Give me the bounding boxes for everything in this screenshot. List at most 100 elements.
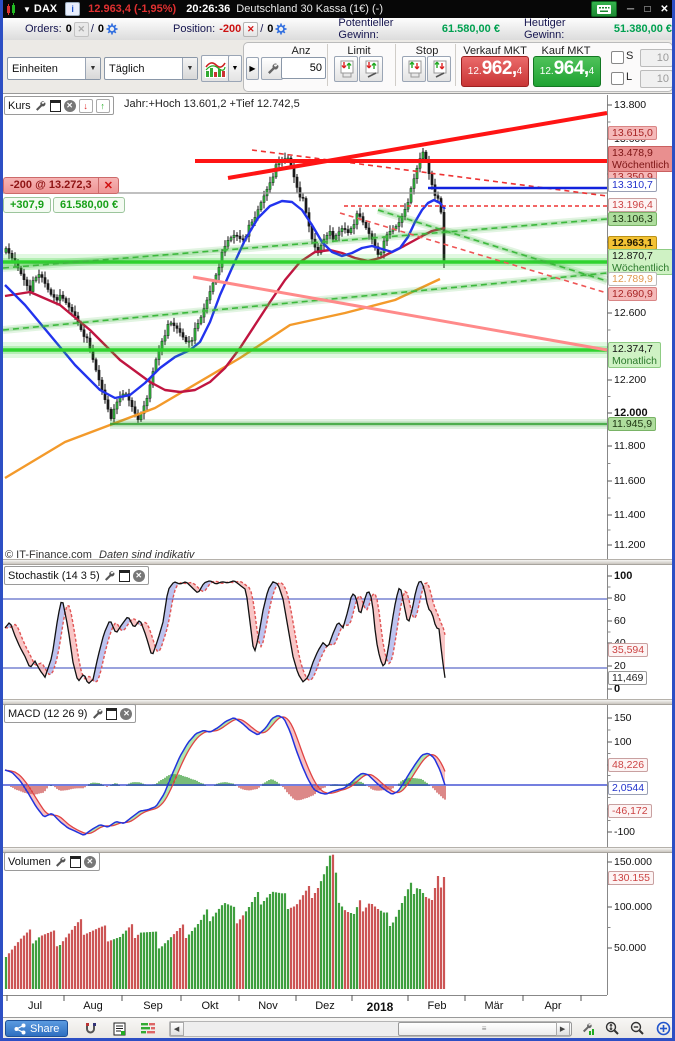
x-axis-label: Sep xyxy=(143,1000,163,1012)
sell-arrow-icon[interactable]: ↓ xyxy=(78,98,93,113)
wrench-icon[interactable] xyxy=(54,855,67,868)
pnl-value: 61.580,00 € xyxy=(52,197,126,213)
order-settings-wrench-icon[interactable] xyxy=(261,57,283,80)
panel-separator[interactable] xyxy=(3,559,672,565)
panel-separator[interactable] xyxy=(3,699,672,705)
minimize-button[interactable]: ─ xyxy=(626,3,635,15)
x-axis-label: Dez xyxy=(315,1000,335,1012)
stoch-panel-title: Stochastik (14 3 5) xyxy=(8,569,100,582)
symbol-dropdown-arrow-icon[interactable]: ▼ xyxy=(23,4,31,14)
stop-label: Stop xyxy=(415,45,439,57)
close-panel-icon[interactable]: ✕ xyxy=(120,707,133,720)
position-size: -200 xyxy=(219,23,242,35)
close-position-icon[interactable]: ✕ xyxy=(243,21,259,37)
toolbar: Einheiten ▼ Täglich ▼ ▼ ▶ Anz 50 Limit S… xyxy=(3,40,673,94)
macd-axis-badge: -46,172 xyxy=(608,804,652,818)
news-notes-icon[interactable] xyxy=(112,1021,127,1036)
position-count-2: 0 xyxy=(267,23,274,35)
volume-tick-label: 150.000 xyxy=(614,856,652,868)
detach-window-icon[interactable] xyxy=(118,569,130,582)
detach-window-icon[interactable] xyxy=(106,707,118,720)
stoch-tick-label: 60 xyxy=(614,615,626,627)
volume-panel-header: Volumen ✕ xyxy=(4,852,100,871)
price-axis-badge: 13.106,3 xyxy=(608,212,657,226)
limit-distance-input[interactable]: 10 xyxy=(640,70,673,88)
sell-market-button[interactable]: 12. 962, 4 xyxy=(461,56,529,87)
zoom-vertical-icon[interactable] xyxy=(604,1021,621,1037)
chart-style-dropdown-arrow[interactable]: ▼ xyxy=(228,55,242,82)
stop-checkbox-label: S xyxy=(626,50,634,62)
symbol-label[interactable]: DAX xyxy=(33,3,58,15)
stop-edit-order-icon[interactable] xyxy=(427,56,451,82)
last-price-change: 12.963,4 (-1,95%) xyxy=(88,3,177,15)
close-panel-icon[interactable]: ✕ xyxy=(63,99,76,112)
limit-checkbox[interactable] xyxy=(611,72,624,85)
stop-checkbox[interactable] xyxy=(611,51,624,64)
close-position-x-button[interactable]: ✕ xyxy=(97,177,119,194)
x-axis-label: Jul xyxy=(27,1000,43,1012)
price-axis-badge: 13.478,9 Wöchentlich xyxy=(608,146,674,172)
stop-distance-input[interactable]: 10 xyxy=(640,49,673,67)
info-icon[interactable]: i xyxy=(65,2,81,16)
close-panel-icon[interactable]: ✕ xyxy=(83,855,96,868)
macd-panel-title: MACD (12 26 9) xyxy=(8,707,88,720)
price-panel-header: Kurs ✕ ↓ ↑ xyxy=(4,96,114,115)
market-depth-icon[interactable] xyxy=(141,1021,156,1036)
macd-panel-header: MACD (12 26 9) ✕ xyxy=(4,704,137,723)
wrench-icon[interactable] xyxy=(90,707,103,720)
stoch-tick-label: 100 xyxy=(614,570,633,582)
price-axis-badge: 11.945,9 xyxy=(608,417,657,431)
buy-mkt-label: Kauf MKT xyxy=(541,45,591,57)
chart-style-button[interactable] xyxy=(201,55,230,82)
timeframe-dropdown[interactable]: Täglich ▼ xyxy=(104,57,198,80)
maximize-button[interactable]: □ xyxy=(644,3,651,15)
stop-batch-order-icon[interactable] xyxy=(402,56,426,82)
scrollbar-thumb[interactable]: ≡ xyxy=(397,1021,572,1036)
scroll-right-icon[interactable]: ▶ xyxy=(555,1021,570,1036)
wrench-icon[interactable] xyxy=(103,569,116,582)
magnet-icon[interactable] xyxy=(82,1021,97,1036)
price-tick-label: 13.800 xyxy=(614,99,647,111)
stoch-axis-badge: 35,594 xyxy=(608,643,649,657)
close-button[interactable]: ✕ xyxy=(660,3,669,15)
collapse-arrow-button[interactable]: ▶ xyxy=(246,57,259,80)
quantity-input[interactable]: 50 xyxy=(281,57,326,79)
detach-window-icon[interactable] xyxy=(49,99,61,112)
wrench-icon[interactable] xyxy=(34,99,47,112)
keyboard-icon[interactable] xyxy=(591,1,617,17)
open-position-tag: -200 @ 13.272,3 ✕ xyxy=(3,177,119,194)
buy-market-button[interactable]: 12. 964, 4 xyxy=(533,56,601,87)
copyright-text: © IT-Finance.com xyxy=(5,549,92,561)
position-gear-icon[interactable] xyxy=(275,23,288,36)
copyright-line: © IT-Finance.com Daten sind indikativ xyxy=(5,549,194,561)
orders-count: 0 xyxy=(65,23,72,35)
limit-edit-order-icon[interactable] xyxy=(359,56,383,82)
buy-arrow-icon[interactable]: ↑ xyxy=(95,98,110,113)
close-panel-icon[interactable]: ✕ xyxy=(132,569,145,582)
units-dropdown-value: Einheiten xyxy=(12,62,58,75)
units-dropdown[interactable]: Einheiten ▼ xyxy=(7,57,101,80)
x-axis-label: 2018 xyxy=(366,1000,394,1014)
orders-count-2: 0 xyxy=(97,23,104,35)
price-tick-label: 11.400 xyxy=(614,509,646,521)
cursor-settings-icon[interactable] xyxy=(579,1021,596,1037)
share-button[interactable]: Share xyxy=(5,1020,69,1037)
quote-time: 20:26:36 xyxy=(186,3,231,15)
orders-label: Orders: xyxy=(25,23,62,35)
limit-batch-order-icon[interactable] xyxy=(334,56,358,82)
orders-gear-icon[interactable] xyxy=(106,23,119,36)
macd-tick-label: 150 xyxy=(614,712,632,724)
detach-window-icon[interactable] xyxy=(69,855,81,868)
panel-separator[interactable] xyxy=(3,847,672,853)
macd-tick-label: -100 xyxy=(614,826,636,838)
horizontal-scrollbar[interactable]: ◀ ≡ ▶ xyxy=(168,1020,572,1037)
scroll-left-icon[interactable]: ◀ xyxy=(169,1021,184,1036)
price-axis-badge: 13.196,4 xyxy=(608,198,657,212)
price-axis-badge: 13.615,0 xyxy=(608,126,657,140)
year-high-low-info: Jahr:+Hoch 13.601,2 +Tief 12.742,5 xyxy=(124,98,300,110)
buy-price-main: 964, xyxy=(553,58,589,79)
x-axis-label: Nov xyxy=(258,1000,278,1012)
zoom-in-icon[interactable] xyxy=(655,1021,672,1037)
price-tick-label: 12.600 xyxy=(614,307,647,319)
zoom-out-icon[interactable] xyxy=(629,1021,646,1037)
